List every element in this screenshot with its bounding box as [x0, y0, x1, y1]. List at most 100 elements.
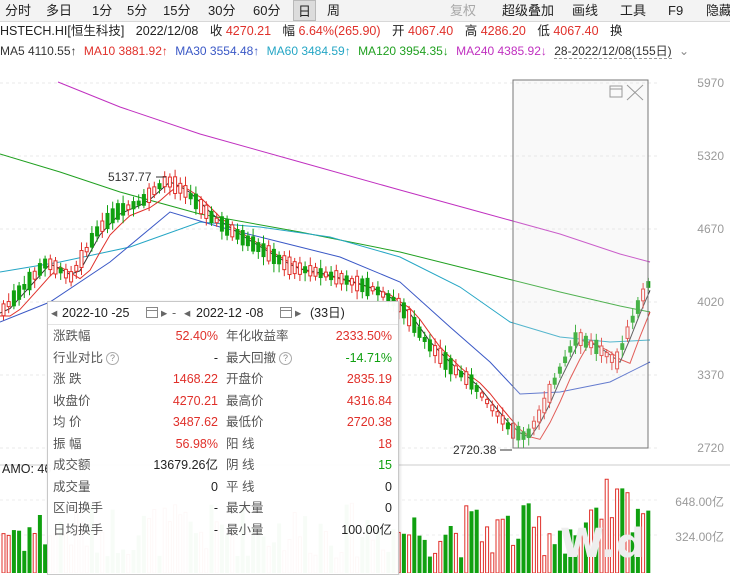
volume-bar [401, 533, 406, 573]
volume-bar [1, 533, 6, 573]
candle-body [178, 182, 183, 194]
volume-bar [438, 540, 443, 573]
low-value: 4067.40 [553, 24, 599, 38]
end-date[interactable]: 2022-12 -08 [196, 306, 264, 320]
close-value: 4270.21 [225, 24, 272, 38]
tab-intraday[interactable]: 分时 [5, 3, 32, 18]
stat-value: 4316.84 [284, 391, 392, 412]
candle-body [433, 345, 438, 357]
draw-line-button[interactable]: 画线 [572, 3, 599, 18]
ma120-value: MA120 3954.35↓ [358, 44, 449, 58]
tab-multi-day[interactable]: 多日 [46, 3, 73, 18]
tab-1min[interactable]: 1分 [92, 3, 113, 18]
period-toolbar: 分时 多日 1分 5分 15分 30分 60分 日 周 复权 超级叠加 画线 工… [0, 0, 730, 22]
volume-bar [464, 505, 469, 573]
next-end-arrow[interactable]: ▸ [295, 306, 302, 320]
volume-tick-label: 648.00亿 [675, 495, 724, 509]
tools-button[interactable]: 工具 [620, 3, 647, 18]
prev-start-arrow[interactable]: ◂ [51, 306, 58, 320]
tab-daily[interactable]: 日 [293, 0, 317, 21]
stat-label: 最大回撤? [226, 348, 293, 369]
candle-body [563, 356, 568, 364]
selection-window-icon[interactable] [609, 85, 623, 98]
candle-body [422, 336, 427, 342]
volume-bar [427, 556, 432, 573]
volume-tick-label: 324.00亿 [675, 530, 724, 544]
candle-body [32, 270, 37, 280]
candle-body [121, 203, 126, 216]
stat-label-text: 阴 线 [226, 458, 255, 472]
stat-value-text: 0 [385, 501, 392, 515]
selection-close-icon[interactable] [626, 84, 644, 101]
stat-label: 涨跌幅 [53, 326, 91, 347]
volume-bar [552, 544, 557, 573]
candle-body [589, 340, 594, 349]
candle-body [615, 351, 620, 370]
volume-bar [453, 532, 458, 573]
y-tick-label: 2720 [697, 441, 724, 455]
interval-selection-box[interactable] [512, 79, 649, 449]
candle-body [448, 358, 453, 375]
end-calendar-icon[interactable] [278, 302, 292, 324]
change-label: 幅 [282, 24, 296, 38]
candle-body [37, 263, 42, 276]
tab-5min[interactable]: 5分 [127, 3, 148, 18]
candle-body [635, 300, 640, 314]
candle-body [162, 176, 167, 188]
stat-value-text: 1468.22 [172, 372, 218, 386]
candle-body [516, 425, 521, 441]
volume-bar [479, 541, 484, 573]
hide-button[interactable]: 隐藏 [706, 3, 730, 18]
f9-button[interactable]: F9 [668, 3, 684, 18]
stat-value: 13679.26亿 [108, 455, 218, 476]
super-overlay-button[interactable]: 超级叠加 [502, 3, 555, 18]
volume-bar [531, 526, 536, 573]
candle-body [547, 383, 552, 403]
volume-bar [583, 522, 588, 573]
stat-label: 年化收益率 [226, 326, 289, 347]
stat-label: 收盘价 [53, 391, 91, 412]
quote-row: HSTECH.HI[恒生科技] 2022/12/08 收 4270.21 幅 6… [0, 22, 623, 41]
tab-15min[interactable]: 15分 [163, 3, 191, 18]
candle-body [240, 230, 245, 246]
candle-body [526, 428, 531, 439]
volume-bar [43, 544, 48, 573]
stat-label-text: 区间换手 [53, 501, 104, 515]
volume-bar [495, 519, 500, 573]
volume-bar [443, 534, 448, 573]
candle-body [219, 216, 224, 232]
ma5-value: MA5 4110.55↑ [0, 44, 77, 58]
stat-label-text: 平 线 [226, 479, 255, 494]
help-icon[interactable]: ? [106, 351, 120, 365]
help-icon[interactable]: ? [279, 351, 293, 365]
quote-date: 2022/12/08 [135, 24, 199, 38]
stat-value: 0 [108, 477, 218, 498]
candle-body [297, 262, 302, 275]
tab-weekly[interactable]: 周 [327, 3, 341, 18]
volume-bar [511, 544, 516, 573]
volume-bar [563, 553, 568, 573]
tab-30min[interactable]: 30分 [208, 3, 236, 18]
start-date[interactable]: 2022-10 -25 [62, 306, 130, 320]
symbol-name: HSTECH.HI[恒生科技] [0, 24, 125, 38]
next-start-arrow[interactable]: ▸ [161, 306, 168, 320]
volume-bar [646, 510, 651, 573]
candle-body [188, 193, 193, 200]
prev-end-arrow[interactable]: ◂ [184, 306, 191, 320]
fuquan-button[interactable]: 复权 [450, 3, 477, 18]
candle-body [412, 316, 417, 333]
stat-value-text: 56.98% [175, 436, 218, 451]
candle-body [214, 217, 219, 224]
chevron-down-icon[interactable]: ⌄ [678, 44, 690, 58]
candle-body [313, 266, 318, 277]
candle-body [485, 398, 490, 405]
stat-label: 平 线 [226, 477, 254, 498]
stat-value-text: 52.40% [175, 329, 218, 343]
turnover-label: 换 [610, 24, 623, 38]
tab-60min[interactable]: 60分 [253, 3, 281, 18]
stat-label: 最小量 [226, 520, 264, 541]
start-calendar-icon[interactable] [144, 302, 158, 324]
volume-bar [412, 517, 417, 573]
interval-range-label[interactable]: 28-2022/12/08(155日) [554, 44, 672, 59]
candle-body [427, 339, 432, 352]
